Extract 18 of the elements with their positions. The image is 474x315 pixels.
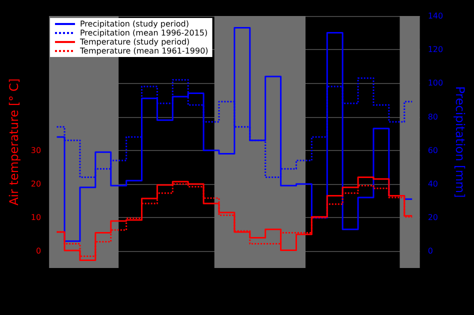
y2-tick-label: 120 [428,45,444,54]
y2-tick-label: 140 [428,12,444,20]
y2-tick-label: 100 [428,78,444,88]
y-axis-title: Air temperature [° C] [7,78,21,206]
y2-tick-label: 80 [428,112,438,122]
y-tick-label: 30 [30,146,42,155]
y-tick-label: 0 [36,246,42,256]
y-tick-label: 10 [30,213,42,222]
y-tick-label: 20 [30,180,42,188]
y2-tick-label: 0 [428,246,433,256]
legend-label: Temperature (mean 1961-1990) [79,46,208,56]
y2-tick-label: 20 [428,213,438,222]
legend-label: Precipitation (mean 1996-2015) [80,28,208,38]
y2-axis-title: Precipitation [mm] [453,86,467,198]
y2-tick-label: 40 [428,180,438,188]
y2-tick-label: 60 [428,146,438,155]
legend-label: Precipitation (study period) [80,20,190,28]
legend-label: Temperature (study period) [79,38,190,46]
